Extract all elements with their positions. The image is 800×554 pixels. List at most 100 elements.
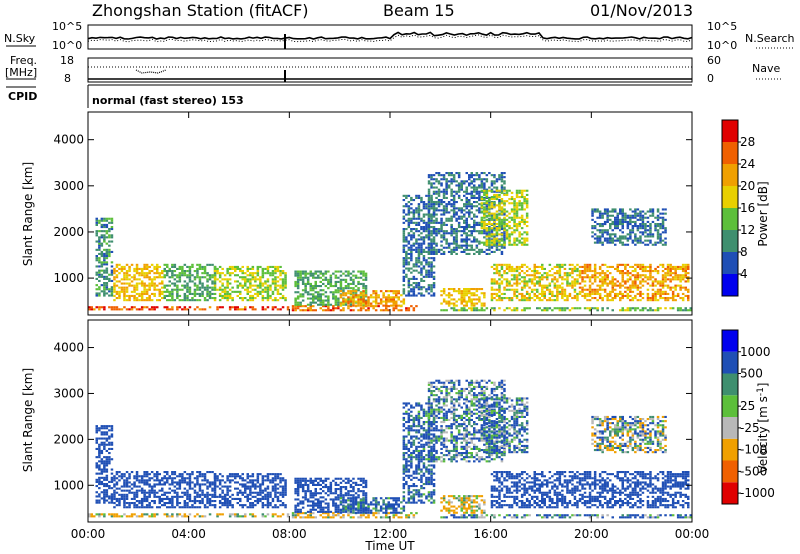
velocity-cell bbox=[166, 473, 169, 476]
power-cell bbox=[140, 267, 144, 270]
velocity-cell bbox=[103, 468, 106, 471]
power-cell bbox=[495, 216, 499, 219]
velocity-cell bbox=[161, 483, 164, 486]
power-cell bbox=[669, 278, 672, 281]
power-cell bbox=[596, 241, 599, 244]
power-cell bbox=[684, 276, 687, 279]
power-cell bbox=[173, 263, 177, 266]
power-cell bbox=[402, 298, 406, 301]
power-cell bbox=[641, 274, 645, 277]
power-cell bbox=[636, 276, 640, 279]
power-cell bbox=[317, 293, 320, 296]
power-cell bbox=[266, 286, 270, 289]
power-cell bbox=[490, 233, 494, 236]
power-cell bbox=[306, 297, 310, 300]
power-cell bbox=[601, 243, 604, 246]
power-cell bbox=[611, 210, 614, 213]
power-cell bbox=[100, 255, 104, 258]
power-cell bbox=[261, 299, 265, 302]
power-cell bbox=[639, 218, 642, 221]
power-cell bbox=[626, 297, 630, 300]
power-cell bbox=[397, 304, 400, 307]
velocity-cell bbox=[244, 513, 247, 516]
velocity-cell bbox=[113, 475, 116, 478]
power-cell bbox=[442, 211, 446, 214]
power-cell bbox=[105, 282, 109, 285]
power-cell bbox=[495, 198, 499, 201]
power-cell bbox=[601, 216, 604, 219]
velocity-cell bbox=[113, 495, 116, 498]
power-cell bbox=[573, 288, 577, 291]
velocity-cell bbox=[201, 502, 204, 505]
power-cell bbox=[684, 267, 687, 270]
power-cell bbox=[465, 207, 468, 210]
power-cell bbox=[546, 272, 549, 275]
power-cell bbox=[140, 290, 144, 293]
power-cell bbox=[631, 229, 635, 232]
power-cell bbox=[203, 272, 207, 275]
power-cell bbox=[503, 189, 506, 192]
power-cell bbox=[450, 288, 453, 291]
power-cell bbox=[276, 270, 280, 273]
power-cell bbox=[480, 250, 484, 253]
power-cell bbox=[306, 307, 310, 310]
power-cell bbox=[407, 207, 411, 210]
nave-tick-high: 60 bbox=[707, 54, 721, 67]
power-cell bbox=[166, 272, 169, 275]
velocity-cell bbox=[634, 514, 637, 517]
power-cell bbox=[178, 265, 182, 268]
power-cell bbox=[440, 290, 443, 293]
power-cell bbox=[495, 282, 499, 285]
power-cell bbox=[301, 293, 305, 296]
power-cell bbox=[654, 267, 657, 270]
velocity-cell bbox=[649, 516, 652, 519]
power-cell bbox=[473, 213, 476, 216]
power-cell bbox=[503, 193, 506, 196]
power-cell bbox=[601, 223, 604, 226]
power-cell bbox=[236, 265, 239, 268]
power-cell bbox=[518, 191, 521, 194]
power-cell bbox=[440, 213, 443, 216]
velocity-cell bbox=[173, 471, 177, 474]
power-cell bbox=[463, 226, 466, 229]
power-cell bbox=[465, 186, 468, 189]
power-cell bbox=[619, 299, 622, 302]
power-cell bbox=[201, 286, 204, 289]
power-cell bbox=[208, 306, 212, 309]
power-cell bbox=[206, 263, 209, 266]
power-cell bbox=[488, 238, 491, 241]
power-cell bbox=[312, 305, 315, 308]
power-cell bbox=[463, 205, 466, 208]
power-cell bbox=[616, 263, 619, 266]
power-cell bbox=[490, 288, 494, 291]
power-cell bbox=[234, 280, 237, 283]
power-cell bbox=[322, 289, 325, 292]
power-cell bbox=[108, 273, 111, 276]
power-cell bbox=[616, 292, 619, 295]
power-cell bbox=[503, 238, 506, 241]
power-cell bbox=[455, 238, 458, 241]
power-cell bbox=[427, 286, 431, 289]
power-cell bbox=[468, 203, 471, 206]
power-cell bbox=[674, 294, 677, 297]
velocity-cell bbox=[166, 502, 169, 505]
velocity-cell bbox=[193, 477, 197, 480]
power-cell bbox=[651, 233, 655, 236]
power-cell bbox=[591, 212, 594, 215]
velocity-cell bbox=[161, 504, 164, 507]
power-cell bbox=[415, 196, 418, 199]
power-cell bbox=[588, 290, 592, 293]
power-cell bbox=[468, 296, 471, 299]
power-cell bbox=[218, 299, 222, 302]
power-cell bbox=[455, 207, 458, 210]
power-cell bbox=[631, 297, 635, 300]
power-cell bbox=[450, 172, 453, 175]
power-cell bbox=[332, 293, 335, 296]
power-cell bbox=[478, 178, 481, 181]
power-cell bbox=[301, 309, 305, 312]
power-cell bbox=[161, 290, 164, 293]
power-cell bbox=[520, 216, 524, 219]
power-cell bbox=[515, 274, 519, 277]
velocity-cell bbox=[561, 516, 564, 519]
power-cell bbox=[626, 227, 630, 230]
